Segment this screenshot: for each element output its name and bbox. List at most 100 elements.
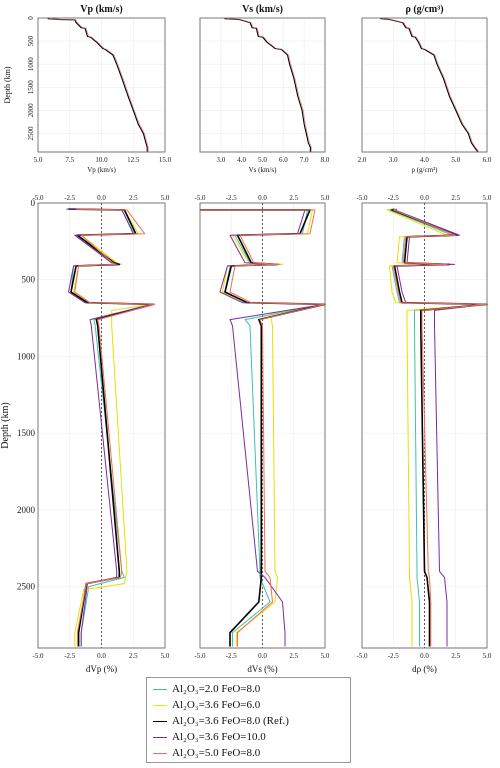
x-tick-label: 5.0	[258, 156, 267, 164]
legend-swatch	[153, 688, 167, 690]
panel-title: Vp (km/s)	[80, 4, 123, 15]
y-tick-label: 2500	[17, 582, 36, 592]
series-line	[392, 208, 488, 647]
legend-swatch	[153, 736, 167, 738]
x-tick-label: 4.0	[420, 156, 429, 164]
x-tick-label-top: -2.5	[226, 194, 238, 202]
legend-swatch	[153, 704, 167, 706]
y-tick-label: 0	[27, 16, 35, 20]
x-tick-label: 0.0	[97, 652, 106, 660]
x-tick-label: -5.0	[32, 652, 44, 660]
y-tick-label: 500	[22, 275, 36, 285]
series-line	[380, 18, 479, 152]
y-axis-label: Depth (km)	[3, 66, 12, 103]
series-line	[49, 18, 149, 152]
x-tick-label: 5.0	[321, 652, 330, 660]
legend: Al₂O₃=2.0 FeO=8.0 Al₂O₃=3.6 FeO=6.0 Al₂O…	[146, 677, 351, 763]
axis-frame	[199, 17, 326, 153]
y-tick-label: 1000	[17, 351, 36, 361]
legend-swatch	[153, 720, 167, 722]
x-axis-label: dVs (%)	[247, 664, 277, 674]
x-tick-label-top: 2.5	[129, 194, 138, 202]
x-axis-label: dVp (%)	[86, 664, 117, 674]
x-tick-label: -2.5	[388, 652, 400, 660]
legend-entry: Al₂O₃=3.6 FeO=10.0	[153, 729, 344, 745]
panel-bottom-left	[37, 202, 166, 649]
axis-frame	[361, 17, 488, 153]
x-tick-label: 5.0	[483, 652, 492, 660]
x-tick-label: 2.5	[451, 652, 460, 660]
x-tick-label-top: 0.0	[258, 194, 267, 202]
x-tick-label: 12.5	[127, 156, 140, 164]
x-tick-label: 6.0	[279, 156, 288, 164]
x-tick-label-top: -5.0	[356, 194, 368, 202]
y-tick-label: 1500	[17, 428, 36, 438]
legend-label: Al₂O₃=2.0 FeO=8.0	[172, 683, 261, 695]
x-tick-label-top: -5.0	[194, 194, 206, 202]
x-tick-label-top: 5.0	[161, 194, 170, 202]
series-line	[225, 18, 312, 152]
legend-label: Al₂O₃=3.6 FeO=8.0 (Ref.)	[172, 715, 289, 727]
legend-swatch	[153, 752, 167, 754]
legend-label: Al₂O₃=3.6 FeO=10.0	[172, 731, 266, 743]
y-tick-label: 2000	[17, 505, 36, 515]
series-line	[200, 209, 326, 647]
axis-frame	[37, 17, 166, 153]
legend-entry: Al₂O₃=3.6 FeO=8.0 (Ref.)	[153, 713, 344, 729]
x-tick-label-top: 0.0	[420, 194, 429, 202]
x-tick-label: 7.0	[300, 156, 309, 164]
x-tick-label: -2.5	[64, 652, 76, 660]
x-tick-label: 15.0	[159, 156, 172, 164]
x-tick-label-top: 0.0	[97, 194, 106, 202]
x-tick-label-top: -2.5	[64, 194, 76, 202]
legend-entry: Al₂O₃=5.0 FeO=8.0	[153, 745, 344, 761]
y-tick-label: 2500	[27, 126, 35, 141]
y-tick-label: 2000	[27, 103, 35, 118]
panel-top-right	[361, 17, 488, 153]
series-line	[381, 18, 480, 152]
x-tick-label: 5.0	[161, 652, 170, 660]
x-tick-label-top: 5.0	[483, 194, 492, 202]
legend-label: Al₂O₃=5.0 FeO=8.0	[172, 747, 261, 759]
y-tick-label: 500	[27, 35, 35, 46]
series-line	[74, 208, 156, 647]
x-tick-label: 2.5	[129, 652, 138, 660]
x-tick-label-top: -2.5	[388, 194, 400, 202]
y-tick-label: 0	[31, 198, 36, 208]
panel-title: Vs (km/s)	[242, 4, 283, 15]
x-tick-label-top: -5.0	[32, 194, 44, 202]
axis-frame	[361, 202, 488, 649]
axis-frame	[199, 202, 326, 649]
panel-bottom-right	[361, 202, 488, 649]
x-tick-label: 7.5	[65, 156, 74, 164]
x-tick-label: 10.0	[95, 156, 108, 164]
y-axis-label: Depth (km)	[0, 402, 11, 448]
panel-top-left	[37, 17, 166, 153]
panel-title: ρ (g/cm³)	[405, 4, 443, 15]
y-tick-label: 1500	[27, 80, 35, 95]
x-tick-label: 0.0	[258, 652, 267, 660]
x-tick-label: 3.0	[389, 156, 398, 164]
panel-top-middle	[199, 17, 326, 153]
x-tick-label: 3.0	[216, 156, 225, 164]
x-tick-label: 0.0	[420, 652, 429, 660]
x-axis-label: Vs (km/s)	[249, 166, 277, 174]
legend-entry: Al₂O₃=2.0 FeO=8.0	[153, 681, 344, 697]
series-line	[47, 18, 148, 152]
y-tick-label: 1000	[27, 57, 35, 72]
x-tick-label-top: 2.5	[289, 194, 298, 202]
x-tick-label: 4.0	[237, 156, 246, 164]
x-tick-label: 2.0	[358, 156, 367, 164]
x-tick-label: 8.0	[321, 156, 330, 164]
x-tick-label: 5.0	[34, 156, 43, 164]
x-axis-label: Vp (km/s)	[87, 166, 116, 174]
x-tick-label-top: 5.0	[321, 194, 330, 202]
x-tick-label: 5.0	[451, 156, 460, 164]
x-axis-label: ρ (g/cm³)	[411, 166, 438, 174]
x-tick-label-top: 2.5	[451, 194, 460, 202]
x-tick-label: -5.0	[194, 652, 206, 660]
axis-frame	[37, 202, 166, 649]
panel-bottom-middle	[199, 202, 326, 649]
legend-label: Al₂O₃=3.6 FeO=6.0	[172, 699, 261, 711]
